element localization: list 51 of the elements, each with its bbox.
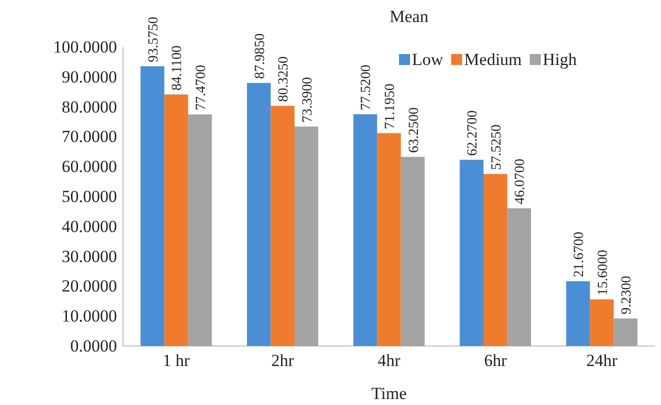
y-tick-label: 60.0000 [62,157,117,176]
y-tick-label: 100.0000 [53,37,117,56]
y-tick-label: 10.0000 [62,306,117,326]
y-tick-label: 90.0000 [62,67,117,86]
x-axis-title: Time [371,384,407,403]
x-tick-label: 2hr [271,351,294,370]
x-tick-label: 6hr [484,351,508,370]
bar [270,106,294,346]
y-tick-label: 50.0000 [62,186,117,206]
bar [507,208,532,346]
data-label: 9.2300 [620,276,635,314]
y-tick-label: 80.0000 [62,97,117,116]
y-tick-label: 40.0000 [62,216,117,236]
data-label: 77.5200 [359,64,374,110]
legend-label: Low [412,50,444,69]
bar [188,114,212,346]
data-label: 62.2700 [466,110,481,156]
y-tick-label: 0.0000 [70,336,117,356]
data-label: 15.6000 [596,250,611,296]
bar [164,94,188,346]
data-label: 57.5250 [489,124,504,170]
data-label: 21.6700 [572,232,588,278]
bar [566,281,590,346]
bar [590,299,614,346]
data-label: 73.3900 [300,77,316,123]
data-label: 84.1100 [170,46,186,91]
x-tick-label: 4hr [378,351,401,370]
legend-label: Medium [464,50,522,69]
bar [353,114,378,346]
data-label: 87.9850 [252,33,268,79]
legend-label: High [542,50,578,69]
bar [460,160,484,346]
bar [484,174,508,346]
x-tick-label: 1 hr [162,351,190,370]
bar [400,156,425,346]
bar [377,133,401,346]
bar [294,126,318,346]
chart-title: Mean [390,7,429,26]
data-label: 71.1950 [383,84,398,130]
data-label: 93.5750 [146,16,162,62]
y-tick-label: 70.0000 [62,127,117,146]
data-label: 77.4700 [194,64,209,110]
bar [246,82,271,346]
x-tick-label: 24hr [586,351,618,370]
y-tick-label: 20.0000 [62,276,117,296]
data-label: 46.0700 [513,158,528,204]
data-label: 63.2500 [406,107,422,153]
data-label: 80.3250 [276,56,292,102]
bar [140,66,164,346]
bar [614,318,638,346]
y-tick-label: 30.0000 [62,246,117,266]
